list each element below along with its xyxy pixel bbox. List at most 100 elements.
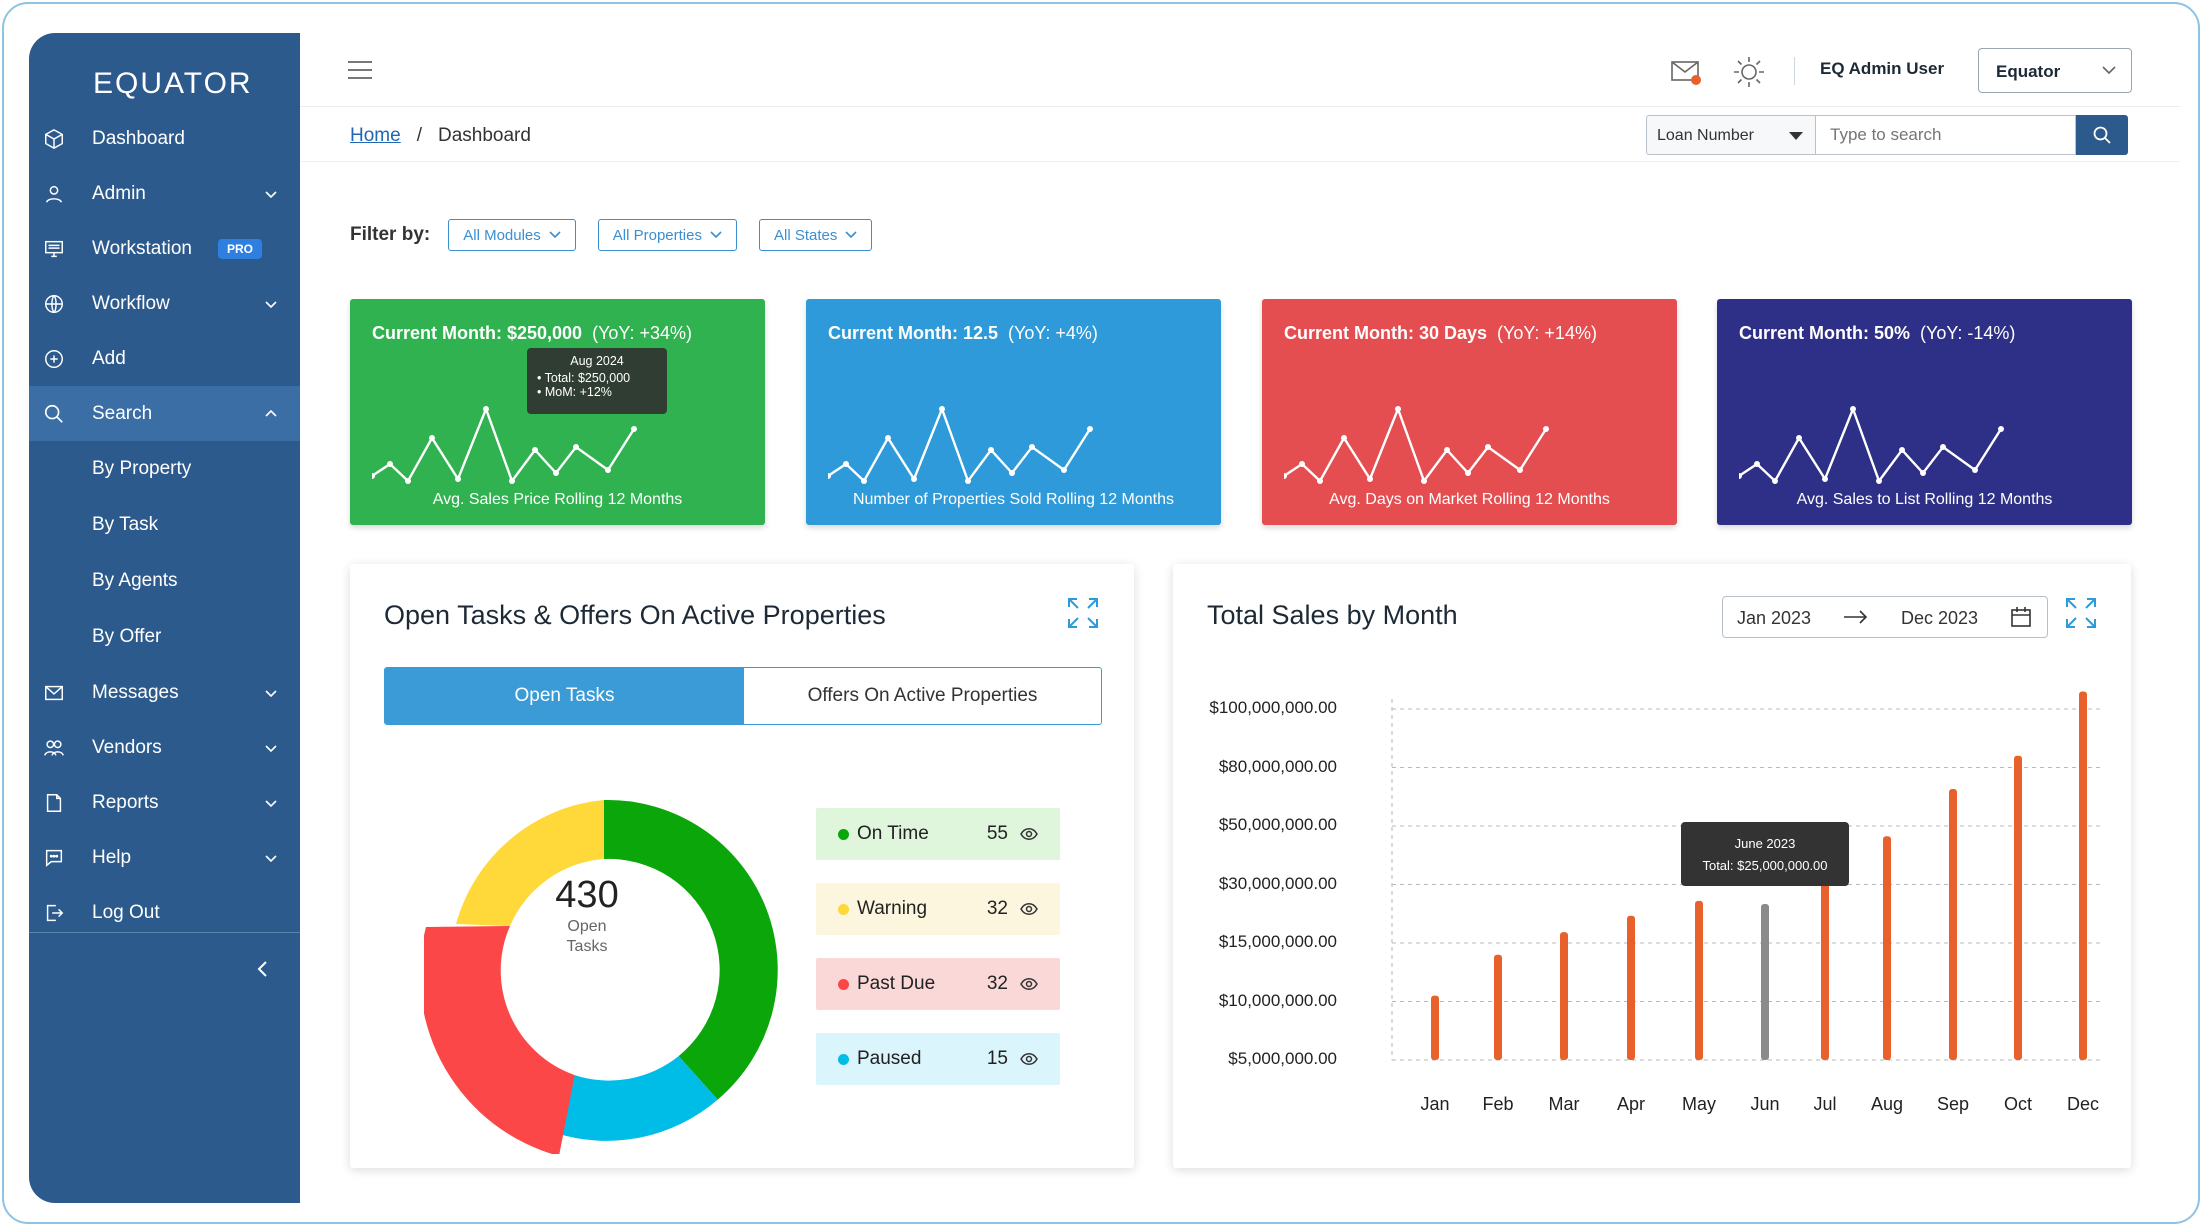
sidebar-item-label: Dashboard [92,127,185,149]
filter-states-dropdown[interactable]: All States [758,219,873,251]
sidebar-item-admin[interactable]: Admin [29,166,300,221]
legend-warning[interactable]: Warning 32 [816,883,1060,935]
sidebar-item-workstation[interactable]: Workstation PRO [29,221,300,276]
donut-segment-past-due [424,926,575,1154]
sidebar-item-add[interactable]: Add [29,331,300,386]
sidebar-divider [29,932,300,933]
search-icon [2093,126,2111,144]
chevron-down-icon [265,799,277,807]
chevron-down-icon [845,231,857,239]
search-input[interactable] [1816,115,2076,155]
kpi-card-sales-price[interactable]: Current Month: $250,000 (YoY: +34%) Aug … [350,299,765,525]
kpi-card-days-on-market[interactable]: Current Month: 30 Days (YoY: +14%) Avg. … [1262,299,1677,525]
expand-icon[interactable] [1066,596,1100,630]
bar-feb [1494,954,1502,1060]
kpi-caption: Avg. Sales Price Rolling 12 Months [432,491,683,508]
kpi-card-sales-to-list[interactable]: Current Month: 50% (YoY: -14%) Avg. Sale… [1717,299,2132,525]
x-tick-label: Aug [1870,1094,1904,1114]
sparkline-chart [372,405,637,484]
legend-paused[interactable]: Paused 15 [816,1033,1060,1085]
search-type-select[interactable]: Loan Number [1646,115,1816,155]
legend-dot [838,903,849,915]
tab-open-tasks[interactable]: Open Tasks [385,668,744,724]
app-logo[interactable]: EQUATOR [93,67,253,100]
sidebar-item-label: Vendors [92,736,162,758]
user-name[interactable]: EQ Admin User [1820,59,1945,78]
x-tick-label: Jul [1813,1094,1837,1114]
date-to: Dec 2023 [1901,608,1979,628]
sidebar-item-workflow[interactable]: Workflow [29,276,300,331]
eye-icon[interactable] [1020,977,1038,991]
legend-value: 55 [986,823,1008,844]
pro-badge: PRO [217,238,262,259]
filter-states-label: All States [773,226,838,244]
sidebar-item-help[interactable]: Help [29,830,300,885]
menu-icon[interactable] [348,61,372,79]
legend-past-due[interactable]: Past Due 32 [816,958,1060,1010]
chevron-up-icon [265,409,277,417]
eye-icon[interactable] [1020,902,1038,916]
kpi-current: Current Month: 12.5 [828,323,999,343]
filter-label: Filter by: [350,224,431,245]
collapse-sidebar-icon[interactable] [255,959,271,979]
kpi-yoy: (YoY: +4%) [1008,323,1098,343]
notifications-mail-icon[interactable] [1670,58,1704,86]
kpi-card-properties-sold[interactable]: Current Month: 12.5 (YoY: +4%) Number of… [806,299,1221,525]
date-range-picker[interactable]: Jan 2023 Dec 2023 [1722,596,2048,638]
legend-value: 15 [986,1048,1008,1069]
search-button[interactable] [2076,115,2128,155]
breadcrumb: Home / Dashboard [350,125,531,147]
donut-segment-paused [554,1056,718,1141]
filter-modules-label: All Modules [463,226,541,244]
y-tick-label: $30,000,000.00 [1218,873,1337,893]
kpi-yoy: (YoY: +34%) [592,323,692,343]
sidebar-subitem-by-task[interactable]: By Task [92,514,159,535]
org-select[interactable]: Equator [1978,48,2132,93]
sidebar-subitem-by-agents[interactable]: By Agents [92,570,178,591]
breadcrumb-home-link[interactable]: Home [350,125,401,146]
kpi-current: Current Month: $250,000 [372,323,583,343]
sidebar-subitem-by-offer[interactable]: By Offer [92,626,162,647]
bar-aug [1883,836,1891,1060]
legend-on-time[interactable]: On Time 55 [816,808,1060,860]
chevron-down-icon [265,854,277,862]
sparkline-chart [1739,405,2004,484]
mail-icon [45,685,63,700]
tab-offers[interactable]: Offers On Active Properties [807,685,1038,706]
search-type-value: Loan Number [1657,127,1754,144]
org-select-value: Equator [1996,62,2061,81]
chevron-down-icon [710,231,722,239]
sidebar-item-vendors[interactable]: Vendors [29,720,300,775]
sidebar-item-search[interactable]: Search [29,386,300,441]
sidebar-item-messages[interactable]: Messages [29,665,300,720]
expand-icon[interactable] [2064,596,2098,630]
kpi-caption: Number of Properties Sold Rolling 12 Mon… [852,491,1175,508]
filter-properties-dropdown[interactable]: All Properties [597,219,737,251]
kpi-header: Current Month: 50% (YoY: -14%) [1739,323,2015,344]
sidebar-item-logout[interactable]: Log Out [29,885,300,940]
calendar-icon[interactable] [2010,606,2032,628]
arrow-right-icon [1844,610,1868,624]
kpi-header: Current Month: $250,000 (YoY: +34%) [372,323,692,344]
filter-modules-dropdown[interactable]: All Modules [448,219,576,251]
y-tick-label: $5,000,000.00 [1228,1049,1337,1068]
chevron-down-icon [265,300,277,308]
theme-toggle-icon[interactable] [1732,55,1766,89]
sidebar: EQUATOR Dashboard Admin Workstation PRO … [29,33,300,1203]
sidebar-item-dashboard[interactable]: Dashboard [29,111,300,166]
x-tick-label: Dec [2066,1094,2099,1114]
eye-icon[interactable] [1020,827,1038,841]
bar-sep [1949,788,1957,1060]
sidebar-subitem-by-property[interactable]: By Property [92,458,192,479]
bar-may [1695,900,1703,1060]
search-icon [44,404,63,423]
kpi-yoy: (YoY: -14%) [1920,323,2016,343]
chevron-down-icon [265,689,277,697]
eye-icon[interactable] [1020,1052,1038,1066]
legend-value: 32 [986,898,1008,919]
kpi-tooltip-line: • Total: $250,000 [537,371,631,385]
sidebar-item-reports[interactable]: Reports [29,775,300,830]
sidebar-nav: Dashboard Admin Workstation PRO Workflow… [29,111,300,940]
legend-value: 32 [986,973,1008,994]
